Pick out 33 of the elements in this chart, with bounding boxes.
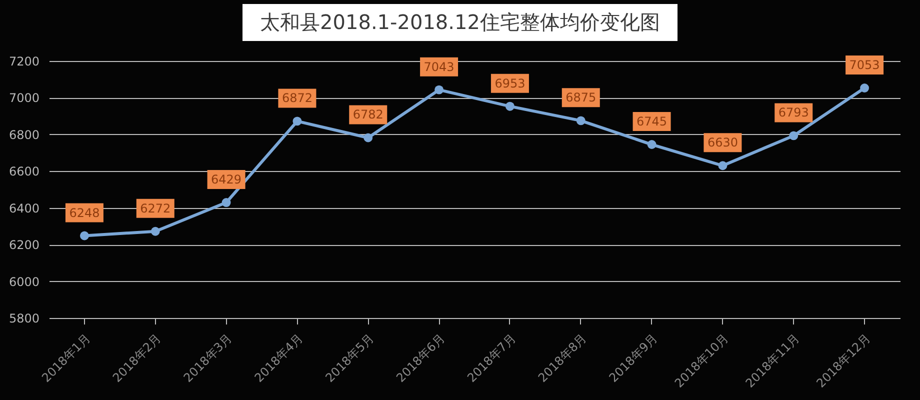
y-tick-label: 6800 — [8, 128, 40, 142]
point — [860, 84, 870, 92]
chart-title: 太和县2018.1-2018.12住宅整体均价变化图 — [260, 10, 660, 34]
data-label: 7043 — [424, 60, 454, 74]
point — [647, 140, 656, 149]
data-label: 7053 — [849, 58, 880, 72]
data-label: 6429 — [211, 172, 242, 187]
data-label: 6875 — [566, 90, 596, 105]
point — [150, 226, 160, 236]
point — [505, 102, 514, 111]
data-label: 6872 — [282, 91, 312, 106]
point — [718, 161, 728, 170]
point — [80, 231, 89, 240]
y-tick-label: 6400 — [8, 201, 40, 216]
data-label: 6782 — [352, 108, 384, 122]
y-tick-label: 7000 — [8, 91, 40, 106]
point — [292, 116, 302, 126]
data-label: 6745 — [636, 114, 668, 129]
y-tick-label: 6000 — [8, 274, 40, 289]
data-label: 6248 — [69, 206, 100, 220]
point — [222, 198, 231, 207]
point — [789, 131, 798, 140]
y-tick-label: 5800 — [8, 312, 40, 326]
point — [434, 85, 444, 94]
data-label: 6630 — [707, 136, 738, 150]
y-tick-label: 6200 — [8, 238, 40, 252]
data-label: 6793 — [778, 106, 809, 120]
point — [576, 116, 586, 126]
y-tick-label: 7200 — [8, 54, 40, 68]
data-label: 6272 — [140, 201, 171, 216]
point — [364, 133, 373, 142]
data-label: 6953 — [494, 76, 526, 90]
y-tick-label: 6600 — [8, 164, 40, 179]
